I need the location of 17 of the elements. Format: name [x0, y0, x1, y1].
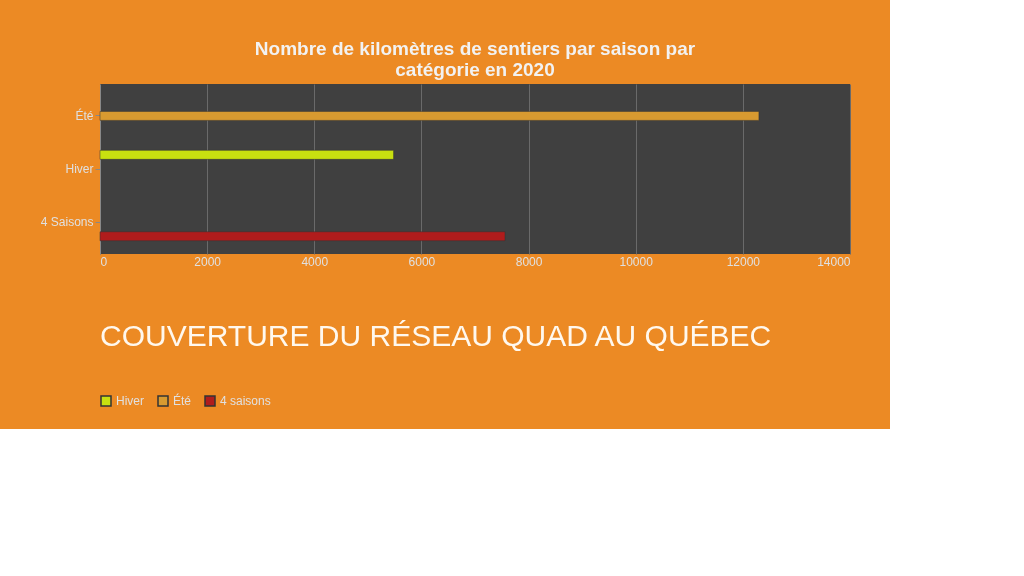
x-tick-label: 2000 — [194, 254, 222, 269]
x-tick-label: 6000 — [408, 254, 436, 269]
x-tick-label: 12000 — [726, 254, 761, 269]
text: Nombre de kilomètres de sentiers par saison par — [254, 38, 696, 59]
legend-label: Été — [173, 393, 192, 408]
legend-label: Hiver — [116, 394, 145, 408]
x-tick-label: 8000 — [515, 254, 543, 269]
y-tick-label: Été — [75, 107, 94, 123]
legend-label: 4 saisons — [220, 394, 271, 408]
y-tick-label: 4 Saisons — [40, 215, 94, 230]
x-tick-label: 4000 — [301, 254, 329, 269]
text: catégorie en 2020 — [395, 59, 555, 80]
x-tick-label: 14000 — [817, 254, 851, 269]
text: COUVERTURE DU RÉSEAU QUAD AU QUÉBEC — [100, 319, 772, 352]
x-tick-label: 10000 — [619, 254, 654, 269]
x-tick-label: 0 — [100, 254, 108, 269]
y-tick-label: Hiver — [65, 162, 94, 176]
